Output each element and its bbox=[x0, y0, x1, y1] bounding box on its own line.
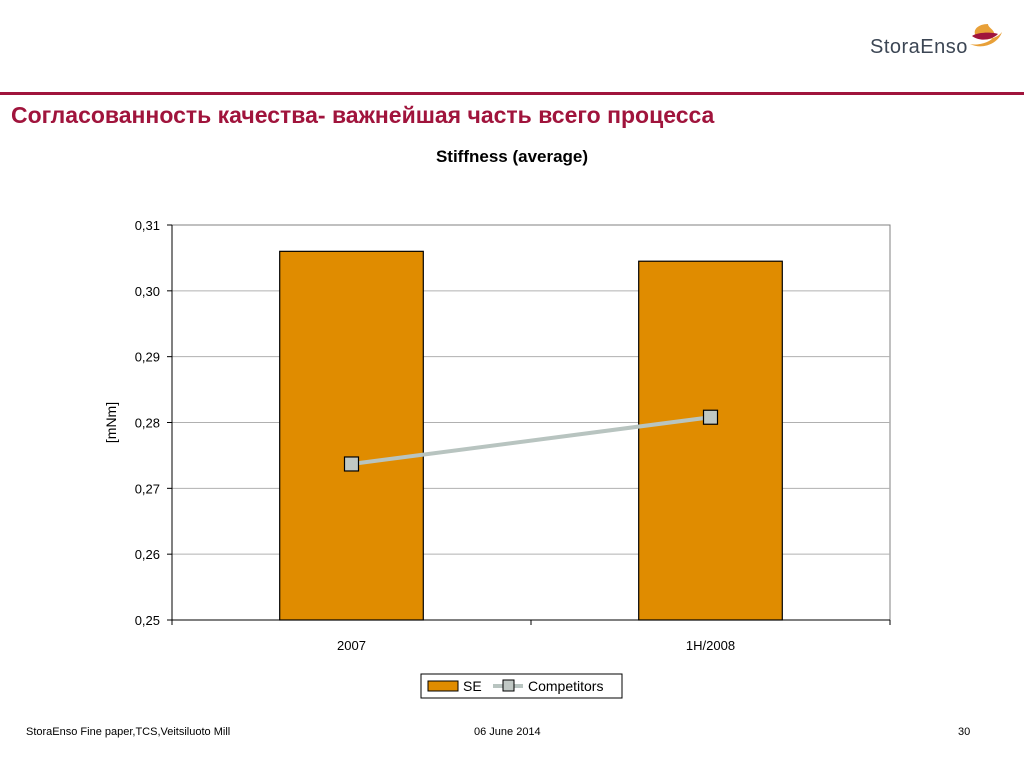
footer-date: 06 June 2014 bbox=[474, 726, 541, 738]
legend-swatch-se bbox=[427, 680, 459, 692]
y-tick-label: 0,27 bbox=[135, 481, 160, 496]
y-tick-label: 0,25 bbox=[135, 613, 160, 628]
competitors-marker bbox=[702, 409, 719, 425]
competitors-line bbox=[351, 415, 711, 466]
legend-label-se: SE bbox=[463, 678, 482, 694]
y-tick-label: 0,30 bbox=[135, 284, 160, 299]
slide-title: Согласованность качества- важнейшая част… bbox=[11, 102, 715, 128]
logo-text: StoraEnso bbox=[870, 36, 968, 58]
competitors-marker bbox=[343, 456, 360, 472]
y-tick-label: 0,31 bbox=[135, 218, 160, 233]
footer-source: StoraEnso Fine paper,TCS,Veitsiluoto Mil… bbox=[26, 726, 231, 738]
header-rule bbox=[0, 92, 1024, 95]
y-tick-label: 0,26 bbox=[135, 547, 160, 562]
bar-se bbox=[638, 260, 783, 621]
logo-swirl-icon bbox=[970, 24, 1002, 47]
y-tick-label: 0,29 bbox=[135, 350, 160, 365]
legend-label-competitors: Competitors bbox=[528, 678, 603, 694]
stora-enso-logo: StoraEnso bbox=[870, 22, 1010, 66]
legend-marker-competitors bbox=[502, 679, 515, 692]
bar-se bbox=[279, 250, 424, 621]
x-tick-label: 1H/2008 bbox=[686, 638, 735, 653]
y-axis-label: [mNm] bbox=[103, 402, 119, 443]
x-tick-label: 2007 bbox=[337, 638, 366, 653]
y-tick-label: 0,28 bbox=[135, 416, 160, 431]
chart-title: Stiffness (average) bbox=[435, 147, 589, 166]
footer-page-number: 30 bbox=[958, 726, 971, 738]
